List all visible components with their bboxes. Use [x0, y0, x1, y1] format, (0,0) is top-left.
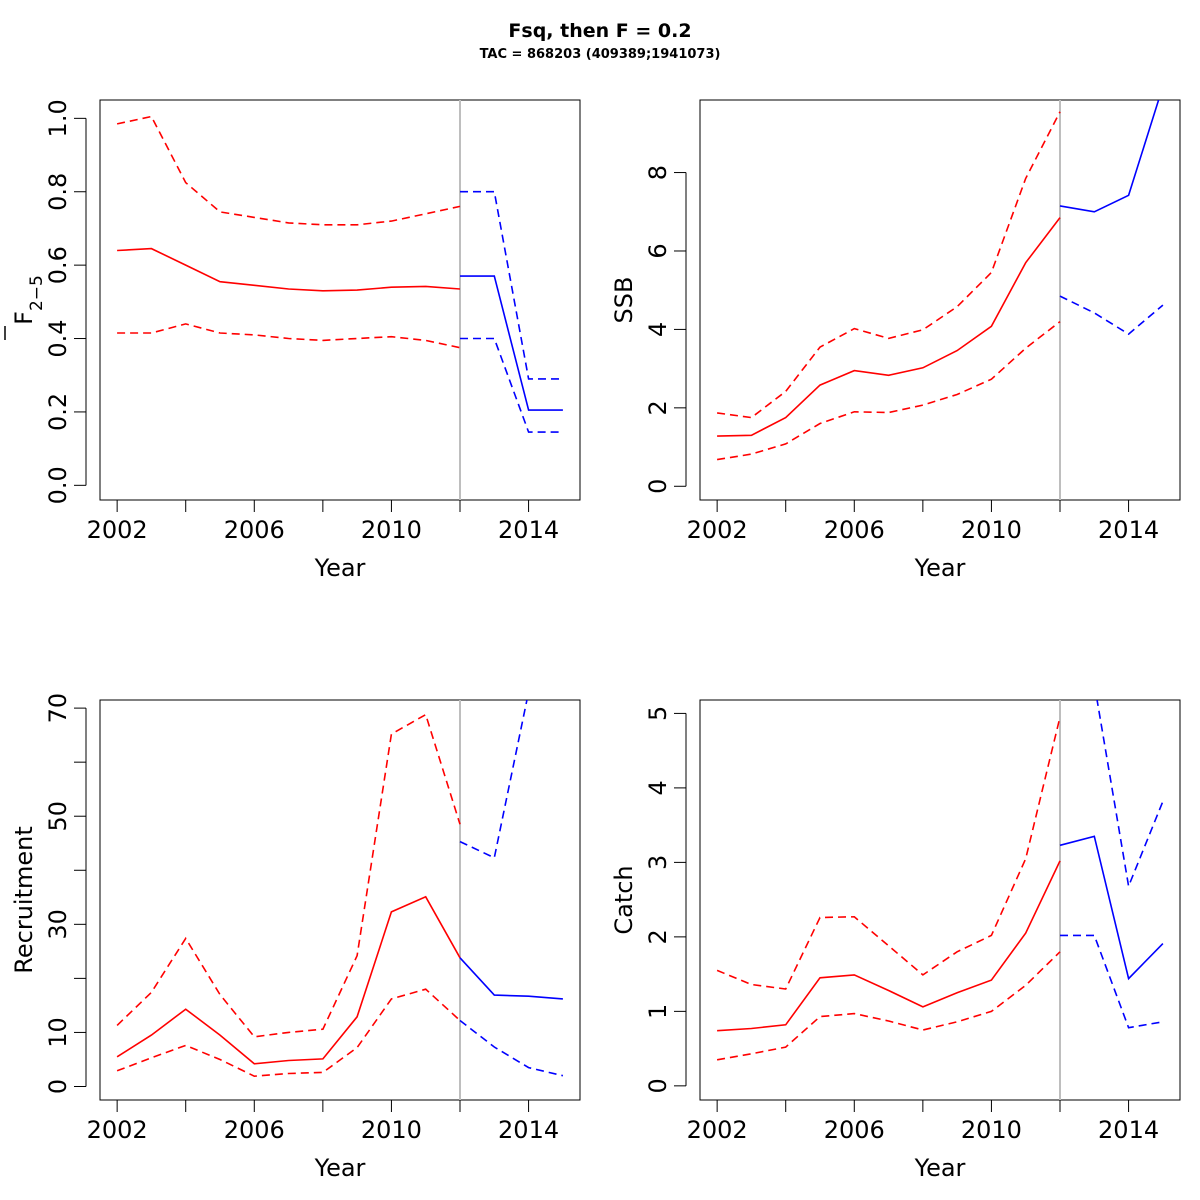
- x-axis-label: Year: [914, 554, 966, 582]
- y-tick-label: 4: [644, 322, 672, 337]
- panel-1: 2002 2006 2010 2014 0.0 0.2 0.4 0.6 0.8 1.0 Year F2…: [4, 99, 581, 582]
- y-tick-label: 3: [644, 855, 672, 870]
- plot-frame: [99, 699, 581, 1101]
- forecast-median-line: [1059, 100, 1160, 213]
- history-median-line: [117, 247, 461, 292]
- history-lower-line: [117, 323, 461, 349]
- y-tick-label: 0.8: [44, 173, 72, 211]
- history-median-line: [717, 217, 1061, 437]
- history-lower-line: [716, 951, 1061, 1061]
- forecast-upper-line: [460, 190, 563, 380]
- y-axis-label: Catch: [610, 865, 638, 934]
- x-axis-label: Year: [314, 554, 366, 582]
- x-tick-label: 2002: [687, 1116, 748, 1144]
- forecast-lower-line: [460, 337, 563, 433]
- history-lower-line: [716, 320, 1061, 461]
- y-tick-label: 5: [644, 706, 672, 721]
- panel-2: 2002 2006 2010 2014 0 2 4 6 8 Year SSB: [610, 0, 1181, 582]
- x-tick-label: 2006: [224, 516, 285, 544]
- forecast-lower-line: [1059, 295, 1164, 336]
- y-tick-label: 0: [644, 1078, 672, 1093]
- history-lower-line: [116, 988, 461, 1078]
- forecast-upper-line: [459, 700, 528, 859]
- x-tick-label: 2010: [961, 1116, 1022, 1144]
- x-tick-label: 2010: [361, 1116, 422, 1144]
- y-tick-label: 2: [644, 929, 672, 944]
- forecast-median-line: [1059, 835, 1164, 981]
- panel-4: 2002 2006 2010 2014 0 1 2 3 4 5 Year Catch: [610, 699, 1181, 1182]
- series-group: [116, 700, 564, 1078]
- y-tick-label: 6: [644, 243, 672, 258]
- x-tick-label: 2010: [361, 516, 422, 544]
- panel-3: 2002 2006 2010 2014 0 10 30 50 70 Year Recruitment: [10, 693, 581, 1182]
- x-tick-label: 2002: [87, 1116, 148, 1144]
- y-tick-label: 1: [644, 1004, 672, 1019]
- plot-frame: [699, 99, 1181, 501]
- x-tick-label: 2010: [961, 516, 1022, 544]
- y-tick-label: 8: [644, 165, 672, 180]
- y-tick-label: 4: [644, 780, 672, 795]
- y-tick-label: 0: [44, 1079, 72, 1094]
- x-tick-label: 2006: [224, 1116, 285, 1144]
- x-tick-label: 2014: [498, 516, 559, 544]
- y-axis-label: SSB: [610, 277, 638, 324]
- forecast-upper-line: [1060, 0, 1163, 35]
- y-axis-label: Recruitment: [10, 826, 38, 973]
- forecast-upper-line: [1096, 700, 1164, 890]
- history-upper-line: [716, 111, 1061, 419]
- y-tick-label: 10: [44, 1017, 72, 1048]
- x-tick-label: 2014: [1098, 516, 1159, 544]
- x-tick-label: 2014: [1098, 1116, 1159, 1144]
- forecast-lower-line: [1060, 934, 1164, 1029]
- plot-frame: [699, 699, 1181, 1101]
- history-upper-line: [116, 713, 461, 1038]
- x-tick-label: 2002: [87, 516, 148, 544]
- y-tick-label: 0: [644, 479, 672, 494]
- forecast-lower-line: [459, 1019, 564, 1077]
- series-group: [716, 700, 1164, 1061]
- forecast-median-line: [460, 275, 563, 411]
- chart-title: Fsq, then F = 0.2: [508, 20, 692, 42]
- x-axis-label: Year: [914, 1154, 966, 1182]
- x-axis-label: Year: [314, 1154, 366, 1182]
- forecast-median-line: [459, 957, 563, 1000]
- history-upper-line: [116, 115, 461, 226]
- y-tick-label: 0.2: [44, 393, 72, 431]
- history-median-line: [717, 860, 1061, 1032]
- y-tick-label: 0.4: [44, 319, 72, 357]
- y-tick-label: 0.6: [44, 246, 72, 284]
- y-axis-label-subscript: 2−5: [27, 275, 47, 311]
- y-tick-label: 30: [44, 909, 72, 940]
- x-tick-label: 2006: [824, 1116, 885, 1144]
- x-tick-label: 2002: [687, 516, 748, 544]
- y-tick-label: 70: [44, 693, 72, 724]
- x-tick-label: 2014: [498, 1116, 559, 1144]
- y-tick-label: 0.0: [44, 466, 72, 504]
- chart-subtitle: TAC = 868203 (409389;1941073): [479, 47, 721, 62]
- history-upper-line: [716, 716, 1061, 990]
- y-tick-label: 2: [644, 400, 672, 415]
- series-group: [116, 115, 563, 433]
- y-tick-label: 50: [44, 801, 72, 832]
- plot-frame: [99, 99, 581, 501]
- y-axis-label: F2−5: [10, 275, 47, 325]
- x-tick-label: 2006: [824, 516, 885, 544]
- series-group: [716, 0, 1164, 461]
- y-tick-label: 1.0: [44, 99, 72, 137]
- history-median-line: [116, 895, 461, 1065]
